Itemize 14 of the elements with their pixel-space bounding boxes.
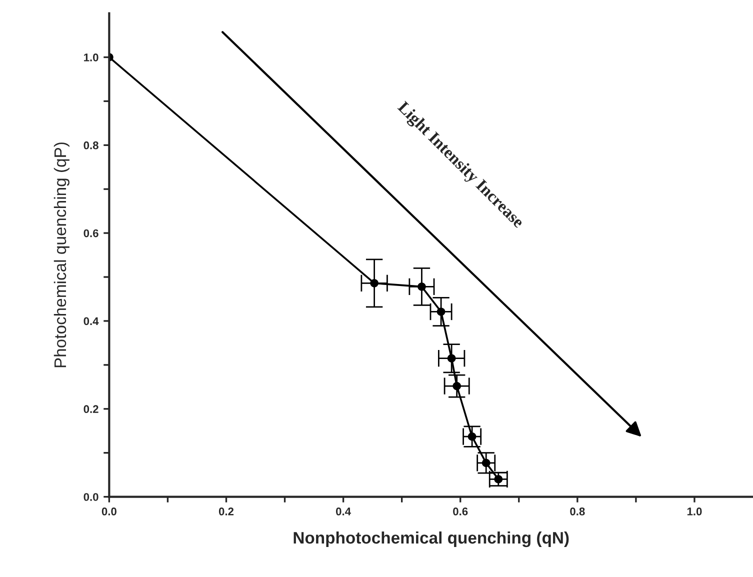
x-tick-label: 0.8: [570, 508, 585, 516]
y-tick-label: 0.4: [84, 317, 99, 326]
x-tick-label: 0.4: [336, 508, 351, 516]
x-axis-title: Nonphotochemical quenching (qN): [294, 531, 569, 548]
x-tick-label: 0.0: [102, 508, 116, 516]
y-tick-label: 0.6: [84, 229, 98, 238]
y-axis-title: Photochemical quenching (qP): [54, 142, 70, 368]
x-tick-label: 0.6: [453, 508, 468, 516]
y-tick-label: 1.0: [84, 53, 98, 62]
y-tick-label: 0.0: [84, 493, 98, 501]
x-tick-label: 1.0: [687, 508, 702, 516]
y-tick-label: 0.2: [84, 405, 98, 414]
y-tick-label: 0.8: [84, 141, 98, 150]
x-tick-label: 0.2: [218, 508, 234, 516]
